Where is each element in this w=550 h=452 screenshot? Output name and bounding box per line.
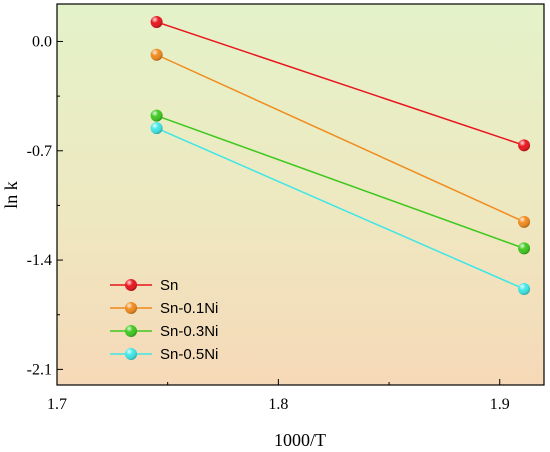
data-point-shade xyxy=(150,109,163,122)
y-tick-label: -2.1 xyxy=(27,361,52,378)
x-axis-title: 1000/T xyxy=(274,430,326,450)
x-tick-label: 1.7 xyxy=(47,396,67,413)
plot-frame xyxy=(56,3,545,386)
data-point-shade xyxy=(518,242,531,255)
series-line xyxy=(156,114,525,250)
legend-label: Sn xyxy=(160,277,178,294)
series-layer xyxy=(150,15,531,295)
data-point-shade xyxy=(518,215,531,228)
x-tick-label: 1.8 xyxy=(268,396,288,413)
y-axis-title: ln k xyxy=(1,181,21,209)
series-line xyxy=(156,127,525,290)
legend-label: Sn-0.5Ni xyxy=(160,346,218,363)
x-tick-label: 1.9 xyxy=(490,396,510,413)
legend-marker-shade xyxy=(125,325,137,337)
legend-label: Sn-0.1Ni xyxy=(160,300,218,317)
y-tick-label: -1.4 xyxy=(27,252,52,269)
data-point-shade xyxy=(150,15,163,28)
legend-marker-shade xyxy=(125,279,137,291)
x-axis: 1.7 1.8 1.9 xyxy=(47,379,510,413)
legend-marker-shade xyxy=(125,348,137,360)
data-point-shade xyxy=(150,48,163,61)
data-point-shade xyxy=(518,282,531,295)
legend-marker-shade xyxy=(125,302,137,314)
y-tick-label: 0.0 xyxy=(32,33,52,50)
data-point-shade xyxy=(518,139,531,152)
y-axis: 0.0 -0.7 -1.4 -2.1 xyxy=(27,33,63,378)
series-line xyxy=(156,54,525,223)
data-point-shade xyxy=(150,122,163,135)
y-tick-label: -0.7 xyxy=(27,143,52,160)
series-line xyxy=(156,21,525,147)
legend-label: Sn-0.3Ni xyxy=(160,323,218,340)
legend: Sn Sn-0.1Ni Sn-0.3Ni Sn-0.5Ni xyxy=(110,277,218,363)
